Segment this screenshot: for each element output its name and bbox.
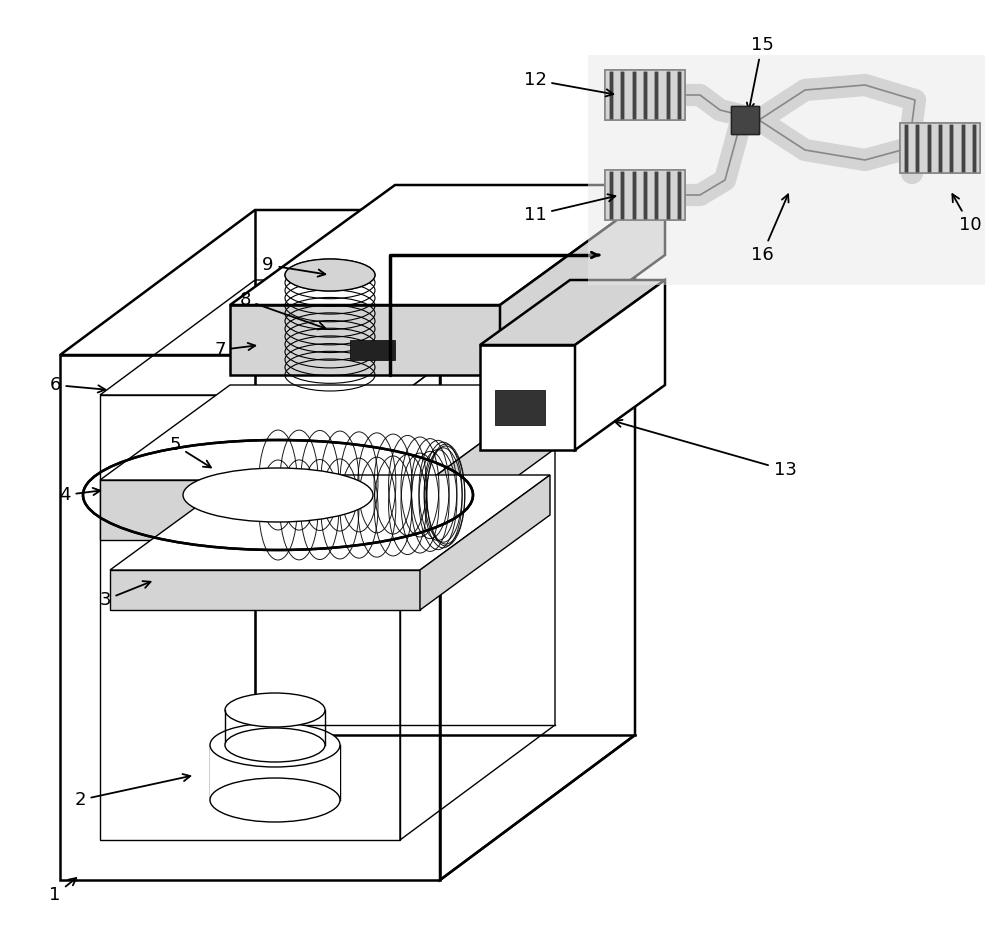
Text: 2: 2 — [74, 774, 190, 809]
Text: 6: 6 — [49, 376, 105, 394]
Polygon shape — [575, 280, 665, 450]
Ellipse shape — [210, 778, 340, 822]
Text: 3: 3 — [99, 581, 151, 609]
Polygon shape — [110, 570, 420, 610]
FancyBboxPatch shape — [605, 70, 685, 120]
Polygon shape — [230, 185, 665, 305]
Text: 13: 13 — [615, 420, 796, 479]
Polygon shape — [430, 385, 560, 540]
Polygon shape — [588, 55, 985, 285]
Polygon shape — [230, 305, 500, 375]
Text: 16: 16 — [751, 194, 789, 264]
Text: 9: 9 — [262, 256, 325, 277]
Text: 7: 7 — [214, 341, 255, 359]
Polygon shape — [100, 480, 430, 540]
Polygon shape — [495, 390, 545, 425]
FancyBboxPatch shape — [605, 170, 685, 220]
Polygon shape — [100, 385, 560, 480]
Text: 4: 4 — [59, 486, 100, 504]
Text: 15: 15 — [747, 36, 773, 110]
Ellipse shape — [210, 723, 340, 767]
Polygon shape — [480, 280, 665, 345]
Polygon shape — [480, 345, 575, 450]
Ellipse shape — [183, 468, 373, 522]
Polygon shape — [110, 475, 550, 570]
Polygon shape — [420, 475, 550, 610]
Text: 12: 12 — [524, 71, 613, 96]
Text: 11: 11 — [524, 194, 615, 224]
FancyBboxPatch shape — [605, 170, 685, 220]
Polygon shape — [731, 106, 759, 134]
Polygon shape — [731, 106, 759, 134]
Text: 1: 1 — [49, 878, 76, 904]
Ellipse shape — [285, 259, 375, 291]
FancyBboxPatch shape — [900, 123, 980, 173]
Text: 10: 10 — [952, 194, 981, 234]
Polygon shape — [350, 340, 395, 360]
Polygon shape — [500, 185, 665, 375]
FancyBboxPatch shape — [605, 70, 685, 120]
Text: 5: 5 — [169, 436, 211, 467]
FancyBboxPatch shape — [900, 123, 980, 173]
Ellipse shape — [225, 693, 325, 727]
Text: 8: 8 — [239, 291, 325, 330]
Ellipse shape — [225, 728, 325, 762]
Polygon shape — [210, 745, 340, 800]
